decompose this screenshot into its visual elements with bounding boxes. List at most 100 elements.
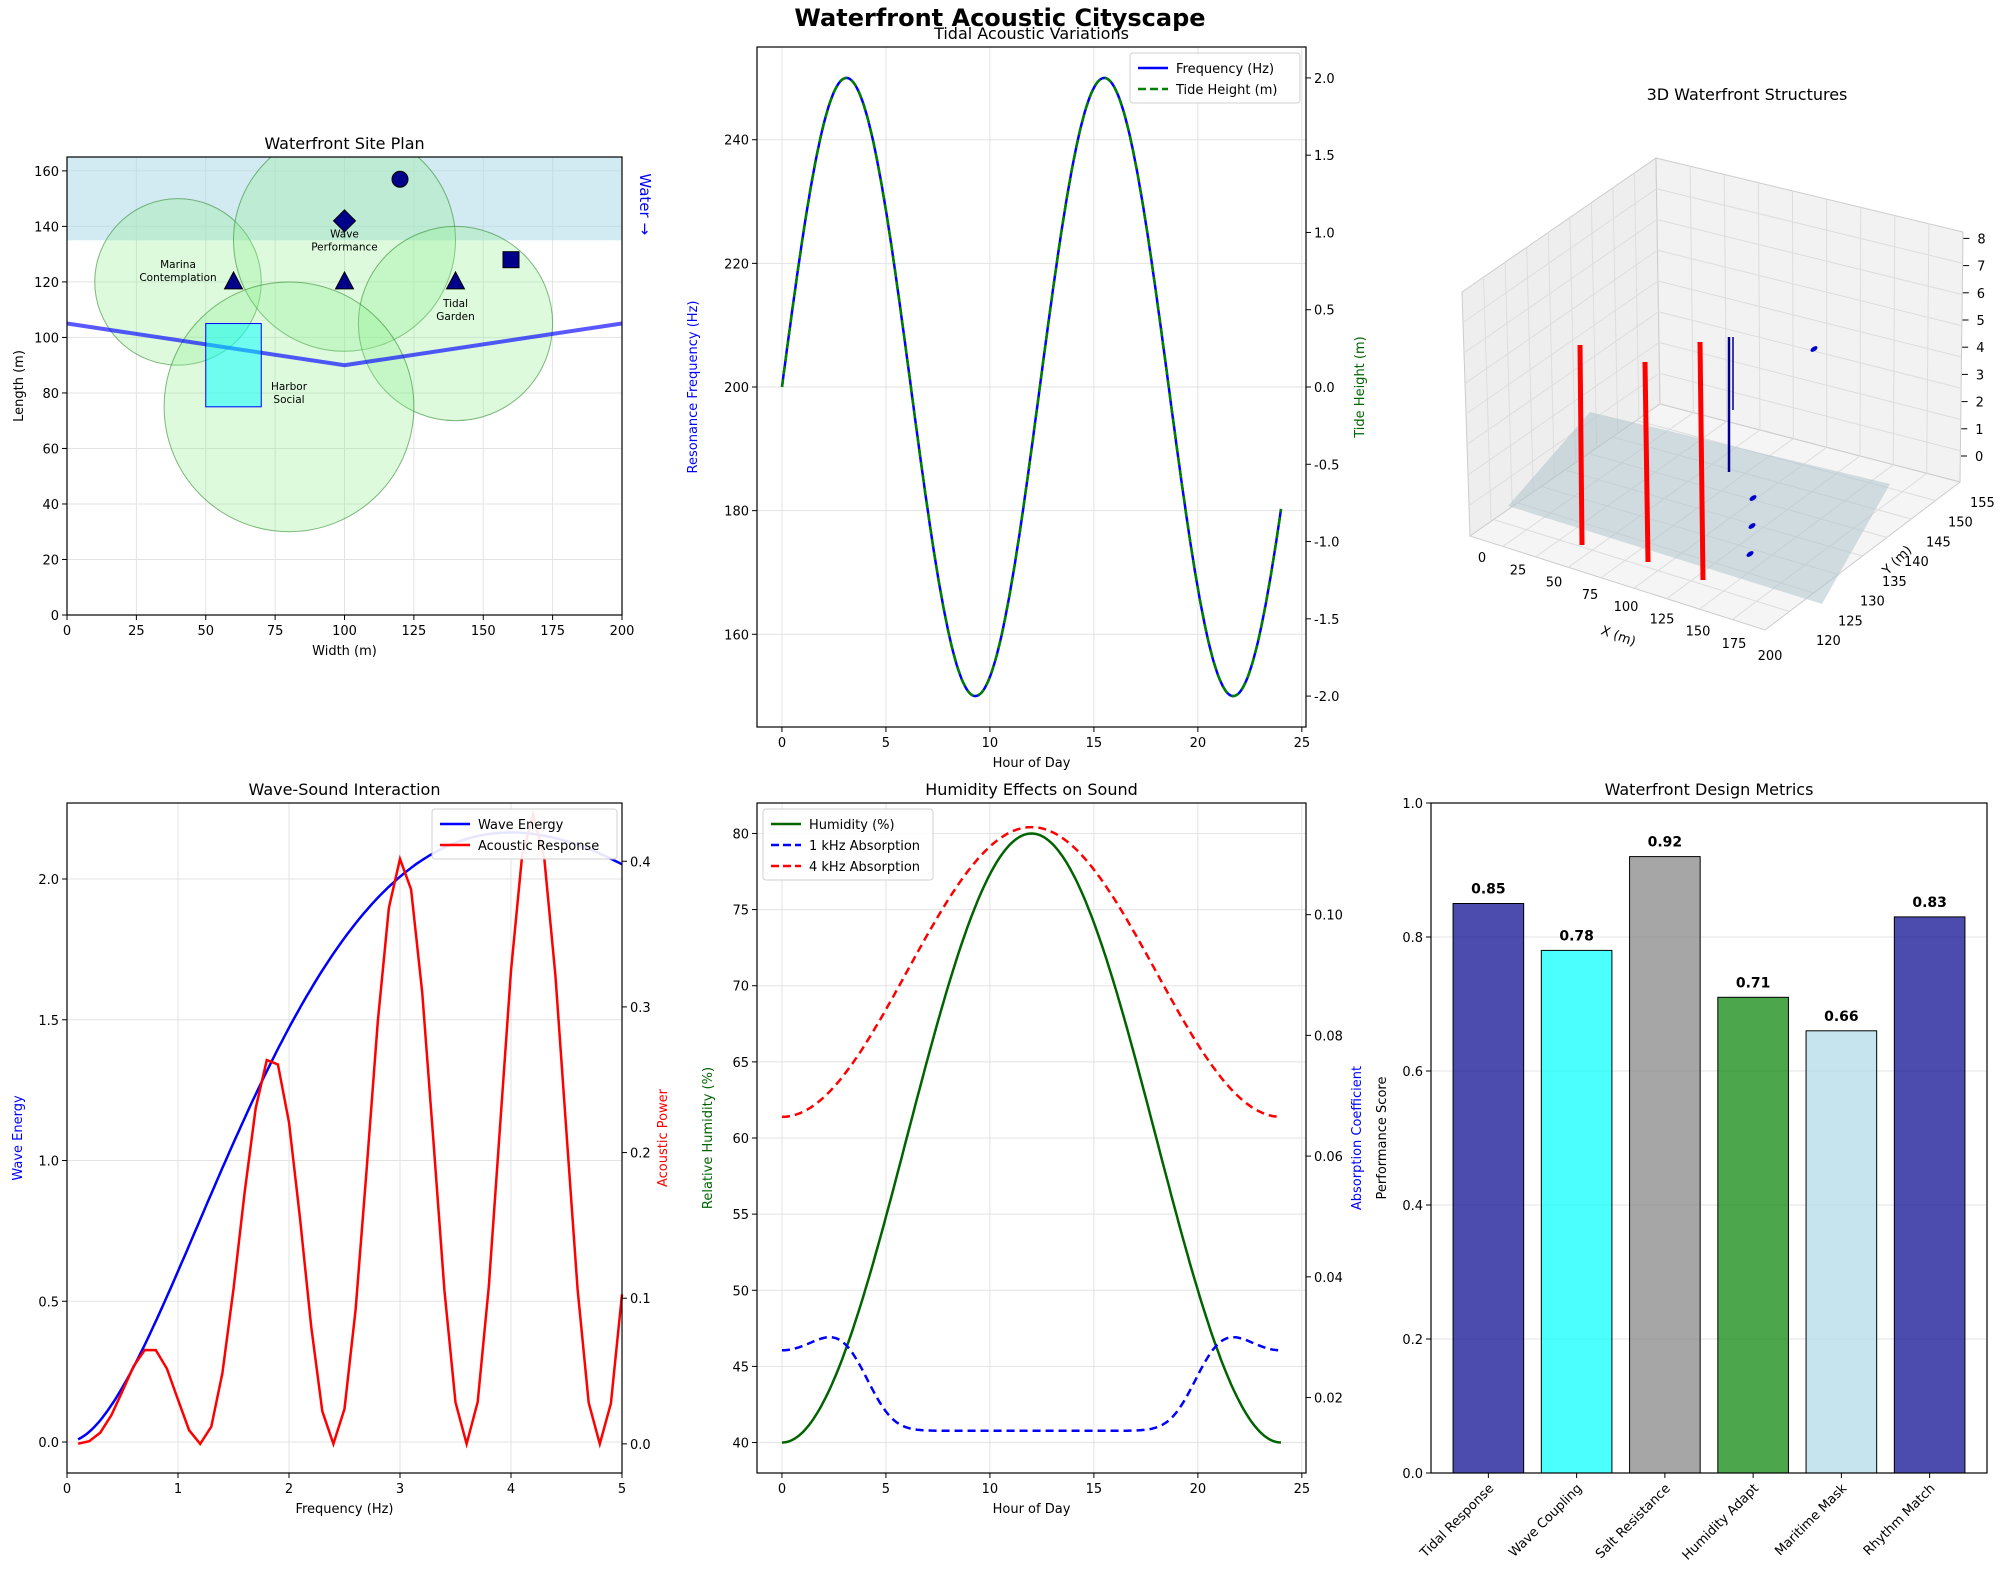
bar-value-label: 0.78: [1559, 928, 1594, 944]
y-tick-label: 0.2: [1402, 1333, 1423, 1348]
z-tick-label: 7: [1977, 260, 1985, 275]
y-tick-label: 135: [1882, 575, 1907, 590]
bar: [1805, 1030, 1878, 1474]
y2-tick-label: 0.2: [630, 1147, 651, 1162]
y-tick-label: 65: [732, 1056, 749, 1071]
y-axis-label: Performance Score: [1375, 1077, 1390, 1200]
y-tick-label: 140: [1904, 555, 1929, 570]
z-tick-label: 4: [1976, 341, 1984, 356]
chart-title: 3D Waterfront Structures: [1647, 85, 1848, 104]
x-tick-label: 10: [982, 1482, 999, 1497]
grid-3d: [1657, 280, 1962, 358]
y-tick-label: 240: [724, 134, 749, 149]
legend-entry: Humidity (%): [809, 818, 895, 833]
x-tick-label: 150: [471, 624, 496, 639]
y2-tick-label: 1.0: [1314, 226, 1335, 241]
x-tick-label: Tidal Response: [1417, 1481, 1497, 1561]
zone-circle: [233, 157, 456, 352]
x-tick-label: 0: [63, 624, 71, 639]
x-tick-label: 75: [1582, 588, 1599, 603]
zone-label: Social: [273, 394, 304, 406]
x-tick-label: Rhythm Match: [1861, 1481, 1939, 1559]
x-tick-label: 50: [197, 624, 214, 639]
y-tick-label: 120: [34, 276, 59, 291]
y-tick-label: 2.0: [38, 873, 59, 888]
y-tick-label: 0: [51, 609, 59, 624]
grid-3d: [1467, 342, 1660, 476]
grid-3d: [1658, 342, 1961, 420]
y-tick-label: 155: [1970, 496, 1995, 511]
x-tick-label: 75: [267, 624, 284, 639]
y-tick-label: 180: [724, 505, 749, 520]
y2-tick-label: 2.0: [1314, 72, 1335, 87]
y-axis-label: Resonance Frequency (Hz): [686, 301, 701, 474]
x-tick-label: Maritime Mask: [1772, 1481, 1850, 1559]
buoy-marker: [1749, 495, 1757, 501]
legend-entry: Wave Energy: [478, 818, 564, 833]
chart-title: Waterfront Design Metrics: [1605, 780, 1814, 799]
y-tick-label: 150: [1948, 516, 1973, 531]
x-tick-label: 5: [882, 736, 890, 751]
x-axis-label: Width (m): [312, 644, 377, 659]
y2-axis-label: Acoustic Power: [656, 1088, 671, 1187]
tower-red: [1642, 361, 1651, 563]
x-tick-label: 3: [396, 1482, 404, 1497]
bar: [1629, 856, 1701, 1474]
x-tick-label: 125: [401, 624, 426, 639]
figure-title: Waterfront Acoustic Cityscape: [794, 4, 1206, 32]
y-tick-label: 0.5: [38, 1295, 59, 1310]
boardwalk-path: [67, 321, 622, 368]
x-tick-label: 5: [618, 1482, 626, 1497]
zone-label: Marina: [160, 259, 196, 271]
grid-3d: [1656, 188, 1963, 264]
legend-entry: Acoustic Response: [478, 839, 599, 854]
y-tick-label: 20: [42, 553, 59, 568]
x-tick-label: 25: [1294, 1482, 1311, 1497]
y2-tick-label: 0.0: [630, 1438, 651, 1453]
axes-tidal: 0 5 10 15 20 25 160 180 200 220 240 Tidal Acoustic …: [686, 24, 1368, 771]
y2-axis-label: Absorption Coefficient: [1350, 1066, 1365, 1210]
y-tick-label: 1.0: [1402, 797, 1423, 812]
grid-3d: [1656, 219, 1963, 295]
bar: [1452, 903, 1525, 1474]
y-tick-label: 100: [34, 331, 59, 346]
x-tick-label: 15: [1086, 1482, 1103, 1497]
y-tick-label: 80: [42, 387, 59, 402]
zone-label: Performance: [311, 241, 378, 253]
y2-axis-label: Tide Height (m): [1353, 336, 1368, 438]
y-tick-label: 0.4: [1402, 1199, 1423, 1214]
x-tick-label: 25: [1510, 563, 1527, 578]
series-tide-height: [780, 76, 1283, 698]
zone-label: Tidal: [442, 298, 468, 310]
y-tick-label: 220: [724, 257, 749, 272]
bar: [1717, 996, 1789, 1474]
zone-label: Garden: [436, 311, 474, 323]
y2-tick-label: -1.5: [1314, 613, 1339, 628]
y-tick-label: 200: [724, 381, 749, 396]
axes-3d: 3D Waterfront Structures 0 1 2 3 4 5 6 7 8 0 25 50 75…: [1461, 85, 1995, 664]
y2-tick-label: 0.0: [1314, 381, 1335, 396]
tower-red: [1577, 344, 1585, 546]
z-tick-label: 6: [1977, 287, 1985, 302]
legend-box: [1129, 52, 1301, 104]
x-tick-label: Salt Resistance: [1593, 1481, 1674, 1562]
x-axis-label: Frequency (Hz): [295, 1502, 393, 1517]
y-tick-label: 60: [732, 1132, 749, 1147]
x-tick-label: 175: [540, 624, 565, 639]
y-tick-label: 160: [34, 165, 59, 180]
x-tick-label: 200: [610, 624, 635, 639]
series-4khz-absorption: [781, 825, 1282, 1119]
marker-triangle: [334, 270, 355, 290]
y-tick-label: 140: [34, 220, 59, 235]
y-tick-label: 0.0: [1402, 1467, 1423, 1482]
x-tick-label: 25: [1294, 736, 1311, 751]
bar: [1540, 949, 1613, 1474]
x-axis-label: X (m): [1599, 624, 1638, 650]
tower-red: [1697, 341, 1706, 581]
x-tick-label: 0: [778, 1482, 786, 1497]
x-tick-label: 15: [1086, 736, 1103, 751]
zone-circle: [163, 281, 415, 533]
x-tick-label: 0: [1478, 551, 1486, 566]
grid-3d: [1658, 311, 1962, 389]
